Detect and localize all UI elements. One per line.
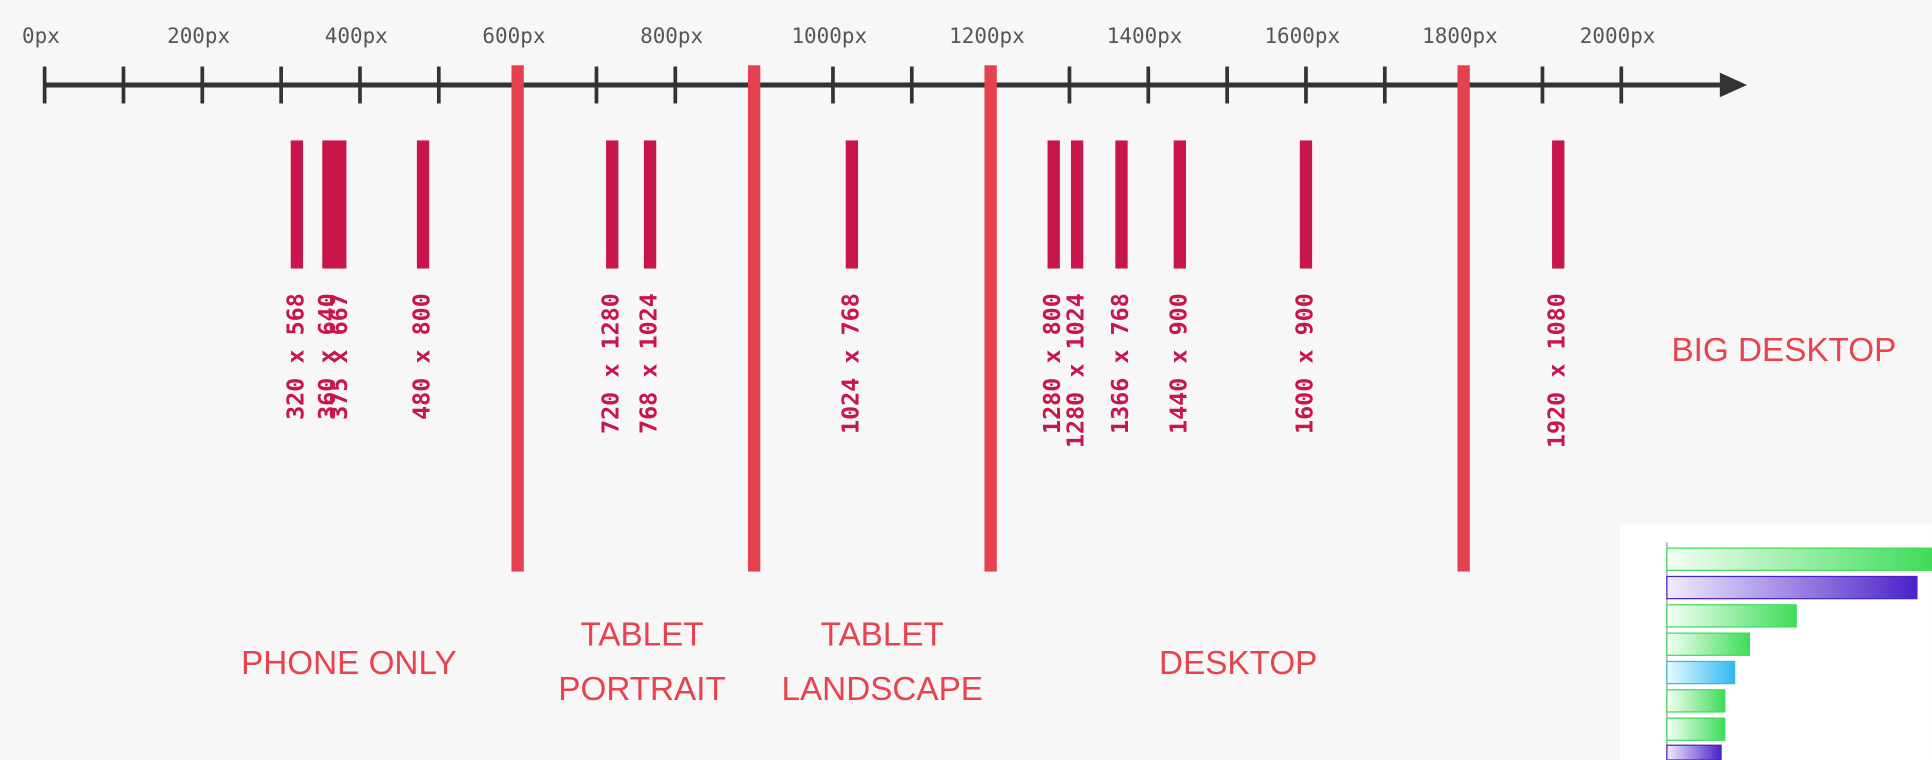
device-bar: [606, 140, 619, 269]
axis-tick-label: 600px: [482, 24, 545, 48]
mini-bar: [1666, 660, 1736, 685]
device-bar: [1115, 140, 1128, 269]
device-bar: [1070, 140, 1084, 269]
device-label: 1280 x 1024: [1062, 293, 1090, 448]
device-bar: [290, 140, 304, 269]
breakpoint-line: [1457, 65, 1470, 572]
device-bar: [1552, 140, 1565, 269]
mini-bar: [1666, 717, 1726, 741]
device-label: 375 x 667: [325, 293, 353, 420]
mini-bar: [1666, 575, 1918, 600]
device-label: 1440 x 900: [1164, 293, 1192, 434]
device-bar: [1299, 140, 1313, 269]
mini-bar: [1666, 632, 1751, 656]
axis-tick-label: 1000px: [791, 24, 867, 48]
category-label: PORTRAIT: [558, 671, 726, 708]
axis-tick-label: 400px: [325, 24, 388, 48]
device-bar: [1047, 140, 1060, 269]
device-label: 360 x 640: [313, 293, 341, 420]
device-bar: [322, 140, 335, 269]
mini-bar: [1666, 689, 1726, 713]
axis-tick-label: 1800px: [1422, 24, 1498, 48]
category-label: PHONE ONLY: [241, 645, 457, 682]
axis-tick-label: 0px: [22, 24, 60, 48]
device-label: 768 x 1024: [635, 293, 663, 434]
category-label: BIG DESKTOP: [1671, 332, 1896, 369]
mini-bar: [1666, 744, 1722, 760]
category-label: TABLET: [580, 617, 703, 654]
device-label: 1280 x 800: [1038, 293, 1066, 434]
axis-tick-label: 2000px: [1580, 24, 1656, 48]
device-bar: [845, 140, 859, 269]
device-label: 320 x 568: [281, 293, 309, 420]
mini-chart: [1620, 523, 1932, 760]
device-label: 480 x 800: [408, 293, 436, 420]
device-label: 720 x 1280: [597, 293, 625, 434]
device-label: 1600 x 900: [1290, 293, 1318, 434]
device-label: 1366 x 768: [1106, 293, 1134, 434]
device-bar: [1173, 140, 1186, 269]
axis-tick-label: 1200px: [949, 24, 1025, 48]
breakpoint-line: [511, 65, 524, 572]
device-label: 1024 x 768: [836, 293, 864, 434]
category-label: TABLET: [821, 617, 944, 654]
axis-tick-label: 1600px: [1264, 24, 1340, 48]
axis-tick-label: 1400px: [1107, 24, 1183, 48]
mini-bar: [1666, 547, 1932, 571]
breakpoint-line: [984, 65, 997, 572]
axis-tick-label: 200px: [167, 24, 230, 48]
device-bar: [643, 140, 657, 269]
category-label: LANDSCAPE: [782, 671, 983, 708]
breakpoint-line: [747, 65, 761, 572]
device-label: 1920 x 1080: [1543, 293, 1571, 448]
axis-arrow: [1719, 72, 1747, 98]
axis-tick-label: 800px: [640, 24, 703, 48]
category-label: DESKTOP: [1159, 645, 1317, 682]
device-bar: [334, 140, 347, 269]
device-bar: [416, 140, 430, 269]
mini-bar: [1666, 604, 1797, 628]
